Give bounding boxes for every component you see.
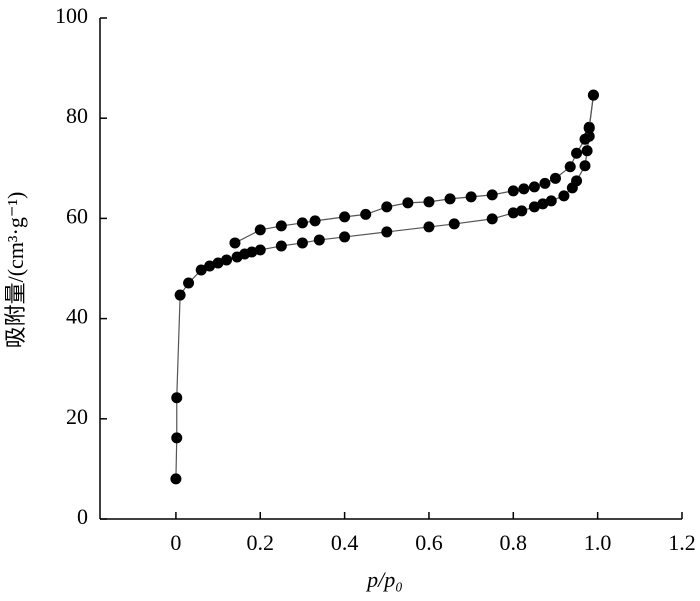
- y-tick-label: 0: [77, 504, 88, 529]
- x-tick-label: 1.2: [668, 530, 696, 555]
- data-point: [486, 213, 498, 225]
- data-point: [564, 161, 576, 173]
- data-point: [545, 195, 557, 207]
- data-point: [212, 257, 224, 269]
- data-point: [486, 189, 498, 201]
- data-point: [423, 221, 435, 233]
- data-point: [558, 190, 570, 202]
- data-point: [507, 185, 519, 197]
- x-tick-label: 0.2: [247, 530, 275, 555]
- data-point: [313, 234, 325, 246]
- data-point: [174, 289, 186, 301]
- data-point: [581, 145, 593, 157]
- data-point: [381, 201, 393, 213]
- x-tick-label: 0: [170, 530, 181, 555]
- data-point: [296, 237, 308, 249]
- x-tick-label: 0.8: [500, 530, 528, 555]
- data-point: [528, 201, 540, 213]
- y-tick-label: 20: [66, 404, 88, 429]
- data-point: [448, 218, 460, 230]
- data-point: [309, 215, 321, 227]
- data-point: [381, 226, 393, 238]
- data-point: [275, 240, 287, 252]
- data-point: [254, 224, 266, 236]
- data-point: [195, 264, 207, 276]
- data-point: [204, 260, 216, 272]
- data-point: [246, 246, 258, 258]
- y-axis-label: 吸附量/(cm³·g⁻¹): [3, 192, 28, 349]
- x-axis-label: p/p₀: [365, 567, 403, 592]
- data-point: [549, 172, 561, 184]
- data-point: [402, 197, 414, 209]
- data-point: [171, 432, 183, 444]
- data-point: [170, 473, 182, 485]
- data-point: [444, 193, 456, 205]
- data-point: [571, 147, 583, 159]
- data-point: [254, 244, 266, 256]
- data-point: [571, 175, 583, 187]
- data-point: [537, 198, 549, 210]
- data-point: [465, 191, 477, 203]
- data-point: [221, 254, 233, 266]
- x-tick-label: 1.0: [584, 530, 612, 555]
- data-point: [183, 277, 195, 289]
- data-point: [583, 122, 595, 134]
- data-point: [516, 205, 528, 217]
- data-point: [587, 89, 599, 101]
- data-point: [579, 160, 591, 172]
- data-point: [339, 231, 351, 243]
- data-point: [518, 183, 530, 195]
- data-point: [171, 392, 183, 404]
- data-point: [229, 237, 241, 249]
- y-tick-label: 80: [66, 103, 88, 128]
- data-point: [339, 211, 351, 223]
- data-point: [423, 196, 435, 208]
- y-tick-label: 40: [66, 304, 88, 329]
- data-point: [360, 208, 372, 220]
- data-point: [539, 177, 551, 189]
- data-point: [579, 133, 591, 145]
- series-line: [175, 95, 595, 479]
- data-point: [296, 217, 308, 229]
- series-line: [234, 95, 595, 244]
- x-tick-label: 0.6: [415, 530, 443, 555]
- data-point: [507, 207, 519, 219]
- x-tick-label: 0.4: [331, 530, 359, 555]
- y-tick-label: 100: [55, 3, 88, 28]
- y-tick-label: 60: [66, 203, 88, 228]
- data-point: [528, 181, 540, 193]
- data-point: [275, 220, 287, 232]
